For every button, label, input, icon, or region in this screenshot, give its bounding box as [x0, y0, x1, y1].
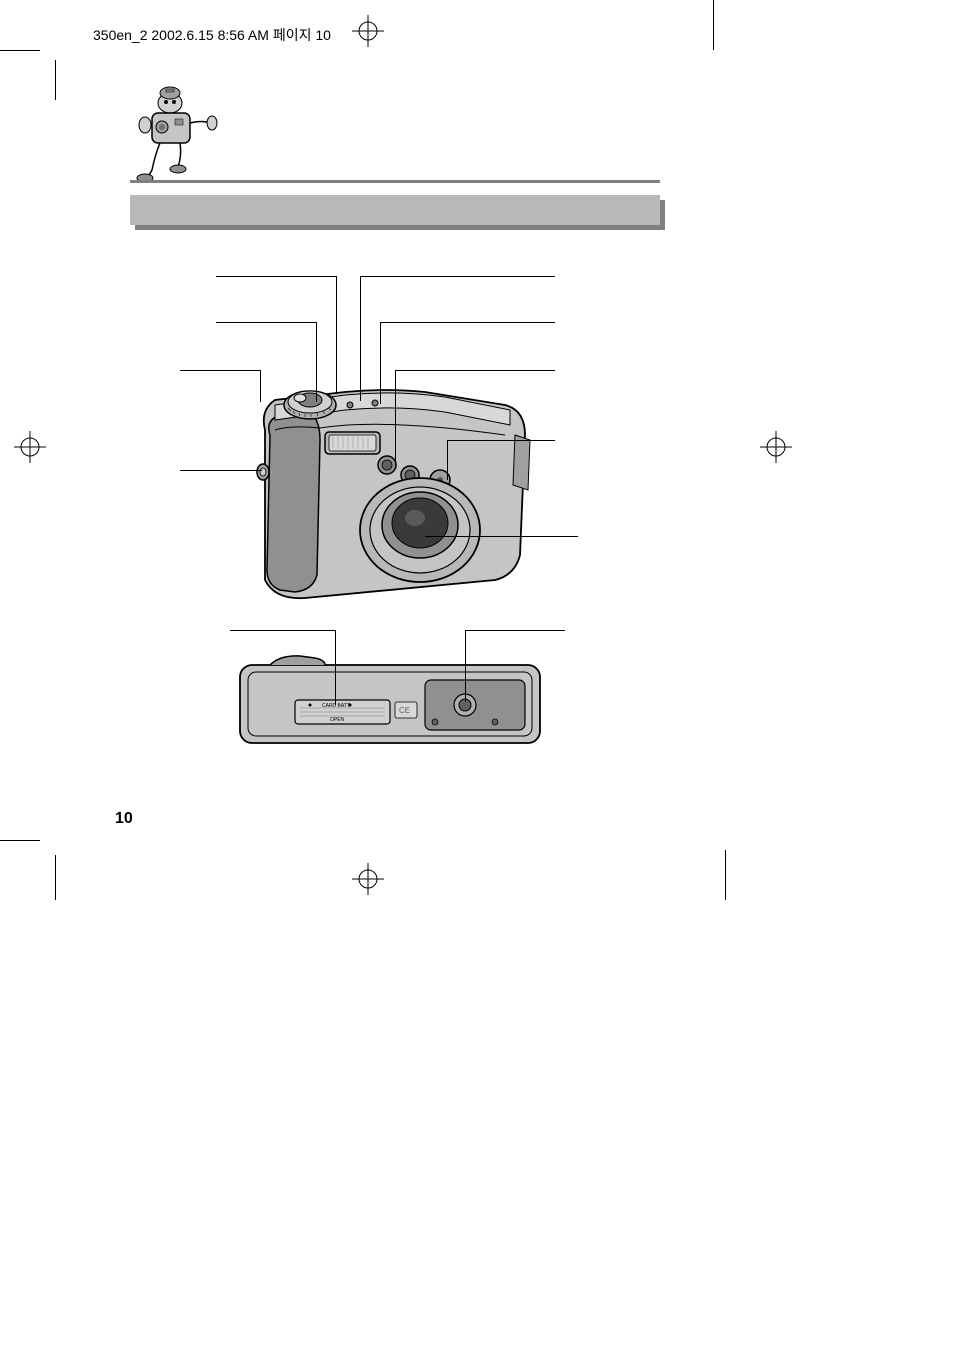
frame-line [55, 855, 56, 900]
leader-line [360, 276, 555, 277]
leader-line [260, 370, 261, 402]
leader-line [180, 470, 262, 471]
leader-line [216, 322, 316, 323]
registration-mark-left [14, 431, 46, 463]
leader-line [216, 276, 336, 277]
title-bar [130, 195, 660, 225]
header-text: 350en_2 2002.6.15 8:56 AM 페이지 10 [93, 25, 331, 45]
leader-line [395, 370, 555, 371]
leader-line [335, 630, 336, 705]
mascot-icon [130, 85, 220, 185]
leader-line [316, 322, 317, 402]
leader-line [380, 322, 381, 404]
leader-line [180, 370, 260, 371]
svg-text:CE: CE [399, 706, 410, 715]
registration-mark-bottom [352, 863, 384, 895]
camera-bottom-diagram: CARD BATT OPEN CE [230, 650, 550, 765]
leader-line [465, 630, 466, 702]
open-label: OPEN [330, 717, 345, 723]
leader-line [425, 536, 578, 537]
leader-line [360, 276, 361, 401]
leader-line [447, 440, 448, 480]
section-divider [130, 180, 660, 183]
registration-mark-right [760, 431, 792, 463]
leader-line [395, 370, 396, 465]
leader-line [230, 630, 335, 631]
leader-line [380, 322, 555, 323]
leader-line [447, 440, 555, 441]
leader-line [336, 276, 337, 394]
frame-line [725, 850, 726, 900]
leader-line [465, 630, 565, 631]
page-number: 10 [115, 810, 133, 828]
registration-mark-top [352, 15, 384, 47]
